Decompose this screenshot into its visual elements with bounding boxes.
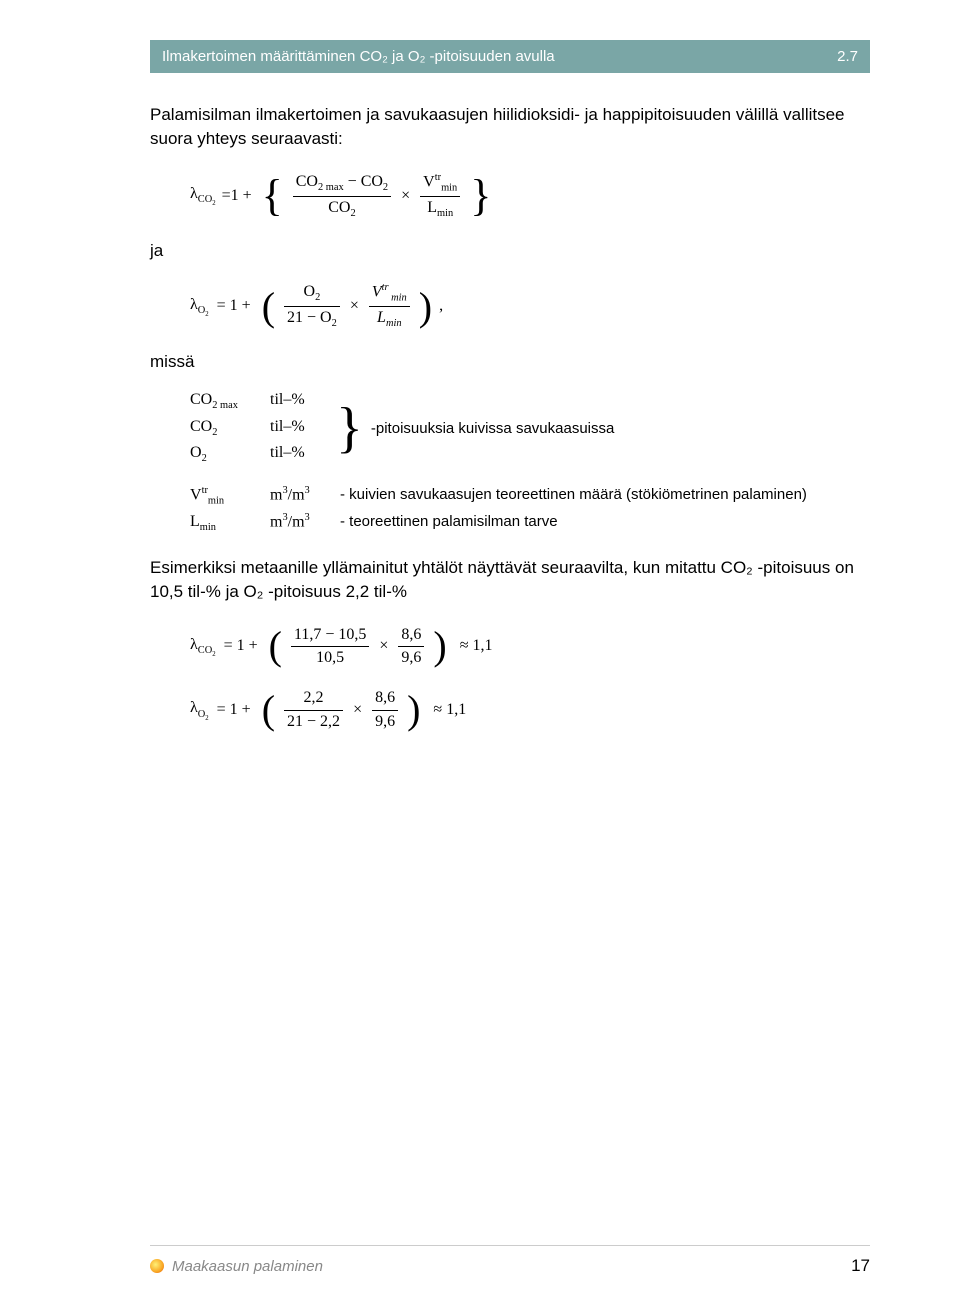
section-header-bar: Ilmakertoimen määrittäminen CO₂ ja O₂ -p…: [150, 40, 870, 73]
section-number: 2.7: [837, 46, 858, 67]
definitions-block: CO2 max til–% CO2 til–% O2 til–% } -pito…: [190, 389, 870, 536]
page-number: 17: [851, 1254, 870, 1278]
example-formula-co2: λCO2 = 1 + ( 11,7 − 10,5 10,5 × 8,6 9,6 …: [190, 624, 870, 670]
footer-title: Maakaasun palaminen: [172, 1256, 323, 1277]
where-label: missä: [150, 350, 870, 374]
intro-paragraph: Palamisilman ilmakertoimen ja savukaasuj…: [150, 103, 870, 151]
footer-logo-icon: [150, 1259, 164, 1273]
formula-lambda-co2: λCO2 =1 + { CO2 max − CO2 CO2 × Vtrmin L…: [190, 171, 870, 222]
left-paren-icon: (: [262, 693, 275, 727]
page-footer: Maakaasun palaminen 17: [150, 1245, 870, 1278]
definition-row: Vtrmin m3/m3 - kuivien savukaasujen teor…: [190, 484, 870, 509]
concentration-desc: -pitoisuuksia kuivissa savukaasuissa: [371, 418, 870, 439]
right-paren-icon: ): [407, 693, 420, 727]
right-paren-icon: ): [433, 629, 446, 663]
conjunction-ja: ja: [150, 239, 870, 263]
formula-lambda-o2: λO2 = 1 + ( O2 21 − O2 × Vtr min Lmin ) …: [190, 281, 870, 332]
left-paren-icon: (: [269, 629, 282, 663]
right-brace-icon: }: [336, 403, 363, 455]
example-paragraph: Esimerkiksi metaanille yllämainitut yhtä…: [150, 556, 870, 604]
left-paren-icon: (: [262, 290, 275, 324]
left-brace-icon: {: [262, 178, 283, 213]
section-title: Ilmakertoimen määrittäminen CO₂ ja O₂ -p…: [162, 46, 555, 67]
example-formula-o2: λO2 = 1 + ( 2,2 21 − 2,2 × 8,6 9,6 ) ≈ 1…: [190, 687, 870, 733]
definition-row: Lmin m3/m3 - teoreettinen palamisilman t…: [190, 511, 870, 536]
right-paren-icon: ): [419, 290, 432, 324]
right-brace-icon: }: [470, 178, 491, 213]
concentration-group: CO2 max til–% CO2 til–% O2 til–% } -pito…: [190, 389, 870, 469]
